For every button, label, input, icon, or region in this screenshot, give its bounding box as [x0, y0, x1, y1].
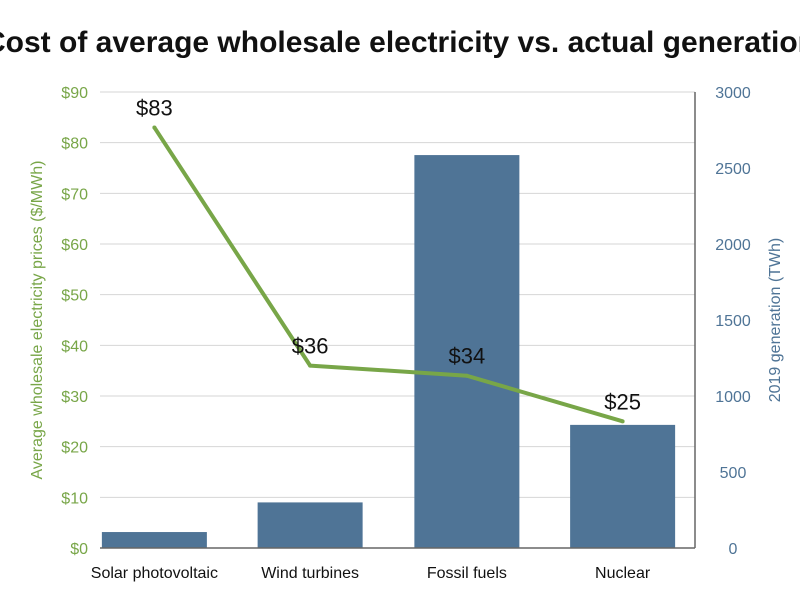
category-label: Wind turbines — [261, 565, 359, 582]
chart-title: Cost of average wholesale electricity vs… — [0, 26, 800, 59]
right-axis-tick-label: 2500 — [715, 161, 751, 178]
price-line-point — [464, 373, 469, 378]
category-label: Fossil fuels — [427, 565, 507, 582]
left-axis-tick-label: $60 — [61, 237, 88, 254]
right-axis-tick-label: 2000 — [715, 237, 751, 254]
category-label: Nuclear — [595, 565, 651, 582]
left-axis-title: Average wholesale electricity prices ($/… — [29, 161, 46, 480]
generation-bars — [101, 155, 676, 548]
left-axis-tick-label: $0 — [70, 541, 88, 558]
generation-bar — [257, 502, 363, 548]
price-data-label: $36 — [292, 334, 329, 359]
left-axis-tick-label: $40 — [61, 338, 88, 355]
price-data-label: $83 — [136, 95, 173, 120]
price-line-path — [152, 126, 624, 424]
right-axis-tick-label: 1500 — [715, 313, 751, 330]
left-axis-tick-label: $90 — [61, 85, 88, 102]
generation-bar — [570, 424, 676, 548]
left-axis-tick-label: $70 — [61, 186, 88, 203]
right-axis-tick-label: 1000 — [715, 389, 751, 406]
generation-bar — [414, 155, 520, 548]
price-line-point — [620, 419, 625, 424]
right-axis-tick-label: 3000 — [715, 85, 751, 102]
price-line — [152, 125, 625, 424]
price-data-label: $25 — [604, 389, 641, 414]
left-axis-tick-label: $30 — [61, 389, 88, 406]
generation-bar — [101, 532, 207, 548]
axes: $0 $10 $20 $30 $40 $50 $60 $70 $80 $90 0 500 1000 150… — [29, 85, 784, 558]
right-axis-tick-label: 500 — [720, 465, 747, 482]
right-axis-tick-label: 0 — [729, 541, 738, 558]
left-axis-tick-label: $80 — [61, 136, 88, 153]
left-axis-tick-label: $20 — [61, 440, 88, 457]
right-axis-title: 2019 generation (TWh) — [767, 238, 784, 403]
price-line-point — [308, 363, 313, 368]
labels: Solar photovoltaic Wind turbines Fossil fu… — [91, 95, 651, 582]
price-line-point — [152, 125, 157, 130]
category-label: Solar photovoltaic — [91, 565, 218, 582]
left-axis-tick-label: $10 — [61, 490, 88, 507]
price-data-label: $34 — [449, 344, 486, 369]
left-axis-tick-label: $50 — [61, 288, 88, 305]
